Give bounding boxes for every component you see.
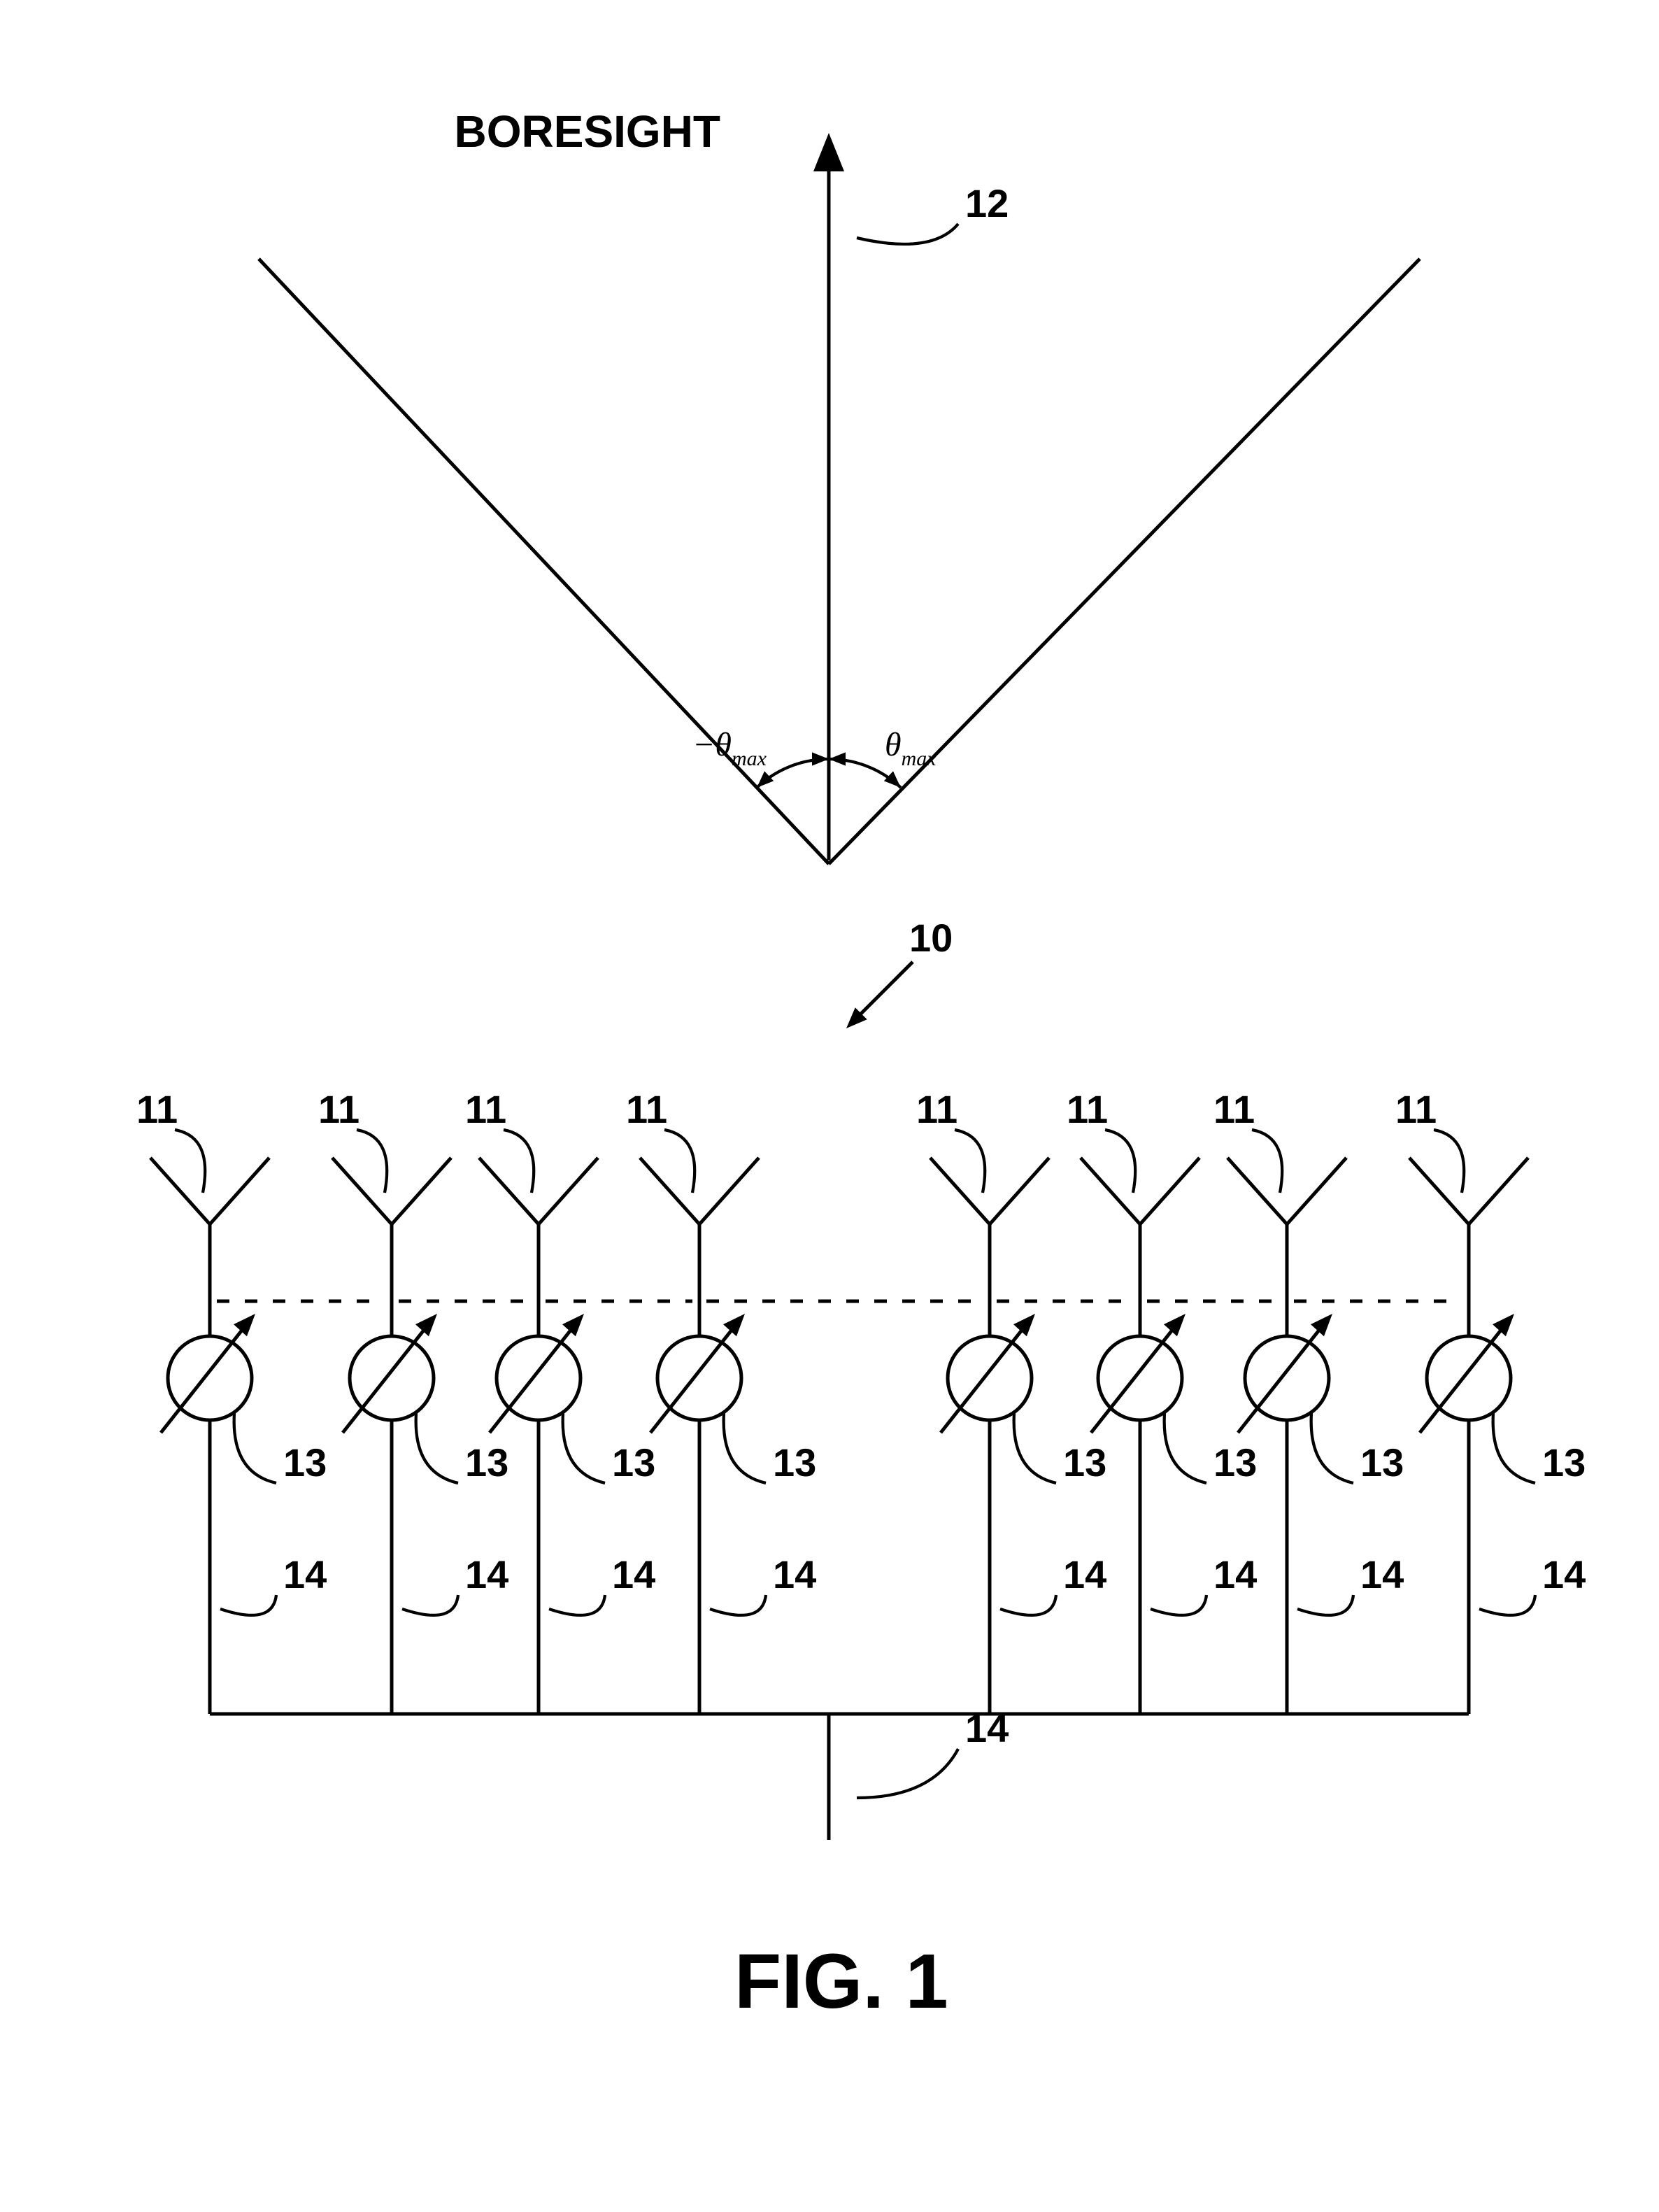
ref-number: 13 [612, 1440, 655, 1484]
svg-text:10: 10 [909, 916, 953, 960]
ref-number: 13 [773, 1440, 816, 1484]
ref-number: 13 [1213, 1440, 1257, 1484]
ref-number: 13 [1360, 1440, 1404, 1484]
ref-number: 13 [465, 1440, 508, 1484]
ref-number: 14 [283, 1552, 327, 1596]
ref-number: 11 [1213, 1087, 1255, 1131]
ref-number: 11 [318, 1087, 359, 1131]
ref-number: 14 [1542, 1552, 1586, 1596]
ref-number: 11 [626, 1087, 667, 1131]
ref-number: 14 [465, 1552, 508, 1596]
ref-number: 14 [612, 1552, 655, 1596]
ref-number: 14 [1360, 1552, 1404, 1596]
ref-number: 11 [136, 1087, 178, 1131]
theta-max-label: θmax [885, 726, 937, 770]
ref-number: 13 [1063, 1440, 1106, 1484]
ref-number: 14 [1063, 1552, 1106, 1596]
ref-number: 12 [965, 181, 1009, 225]
ref-number: 14 [773, 1552, 816, 1596]
boresight-label: BORESIGHT [455, 106, 720, 157]
ref-number: 14 [1213, 1552, 1257, 1596]
phased-array-diagram: BORESIGHT 12 −θmax θmax 10 14 11 11 11 11 11 11 11 11… [0, 0, 1659, 2212]
ref-number: 11 [916, 1087, 957, 1131]
ref-number: 13 [1542, 1440, 1586, 1484]
ref-number: 11 [1395, 1087, 1437, 1131]
ref-number: 14 [965, 1706, 1009, 1750]
ref-number: 13 [283, 1440, 327, 1484]
figure-label: FIG. 1 [734, 1938, 948, 2025]
ref-number: 11 [1067, 1087, 1108, 1131]
theta-max-label: −θmax [692, 726, 767, 770]
ref-number: 11 [465, 1087, 506, 1131]
